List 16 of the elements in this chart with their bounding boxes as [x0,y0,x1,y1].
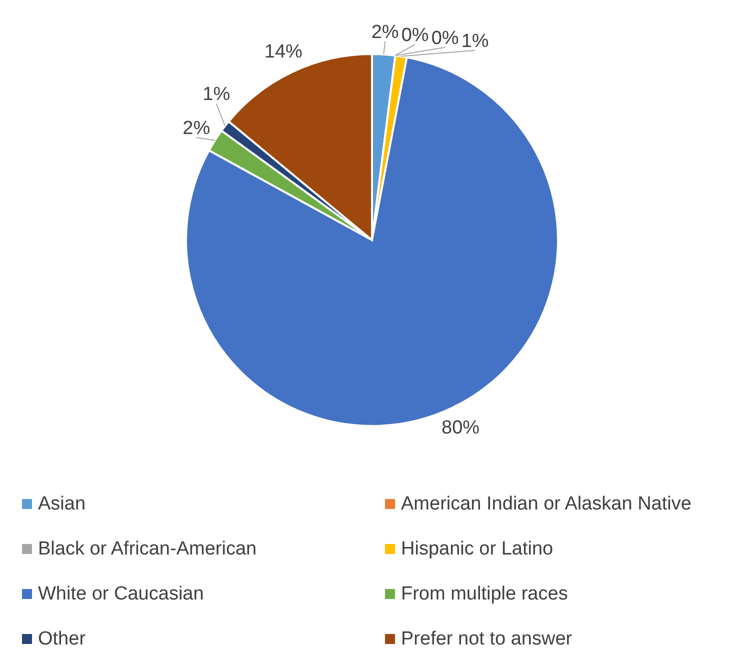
legend-label: White or Caucasian [38,584,204,604]
legend-label: American Indian or Alaskan Native [401,494,692,514]
data-label: 80% [442,418,480,439]
legend-label: Asian [38,494,86,514]
data-label: 1% [461,30,489,52]
legend-label: Black or African-American [38,538,257,560]
legend-label: Hispanic or Latino [401,538,554,560]
legend-label: Prefer not to answer [401,628,573,650]
data-label: 1% [202,84,230,106]
data-label: 2% [371,22,399,43]
legend-label: From multiple races [401,584,568,604]
data-label: 2% [182,118,210,140]
data-label: 14% [264,41,303,62]
text: 0% [401,24,429,46]
text: 0% [431,28,459,49]
legend-label: Other [38,628,86,650]
